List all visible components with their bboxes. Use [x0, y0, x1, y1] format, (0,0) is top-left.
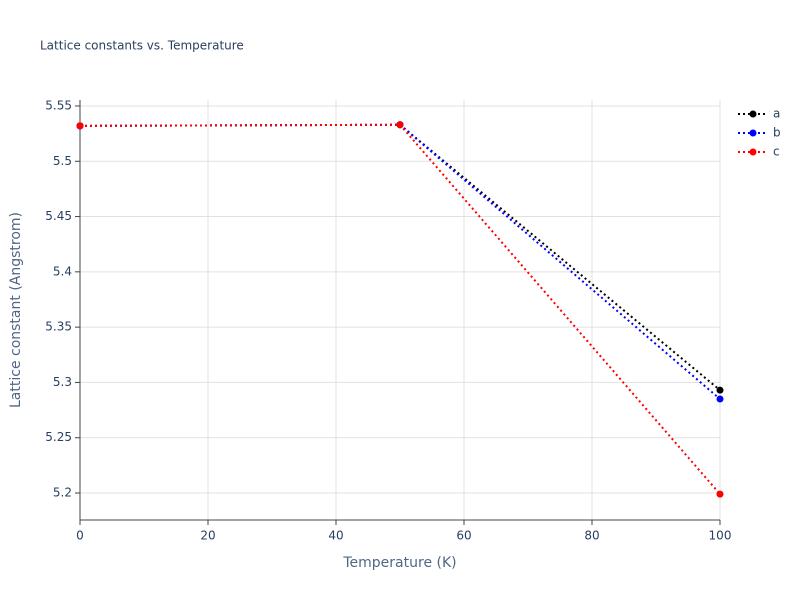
y-tick-label: 5.45 — [45, 209, 72, 223]
y-tick-label: 5.35 — [45, 320, 72, 334]
x-tick-label: 0 — [76, 529, 84, 543]
point — [716, 395, 724, 403]
chart-title: Lattice constants vs. Temperature — [40, 39, 244, 53]
legend-label: a — [773, 107, 780, 121]
point — [76, 122, 84, 130]
point — [716, 386, 724, 394]
x-axis-title: Temperature (K) — [342, 555, 456, 571]
point — [396, 121, 404, 129]
legend-label: b — [773, 126, 781, 140]
series-line — [79, 123, 721, 400]
legend-marker — [749, 129, 757, 137]
series-line — [79, 123, 721, 391]
y-axis-title: Lattice constant (Angstrom) — [8, 212, 24, 408]
x-tick-label: 60 — [456, 529, 471, 543]
y-tick-label: 5.5 — [53, 154, 72, 168]
y-tick-label: 5.3 — [53, 375, 72, 389]
x-tick-label: 20 — [200, 529, 215, 543]
y-tick-label: 5.2 — [53, 486, 72, 500]
x-tick-label: 80 — [584, 529, 599, 543]
legend-marker — [749, 110, 757, 118]
y-tick-label: 5.25 — [45, 430, 72, 444]
legend-marker — [749, 148, 757, 156]
legend-label: c — [773, 145, 780, 159]
x-tick-label: 100 — [709, 529, 732, 543]
y-tick-label: 5.4 — [53, 264, 72, 278]
x-tick-label: 40 — [328, 529, 343, 543]
point — [716, 490, 724, 498]
y-tick-label: 5.55 — [45, 98, 72, 112]
